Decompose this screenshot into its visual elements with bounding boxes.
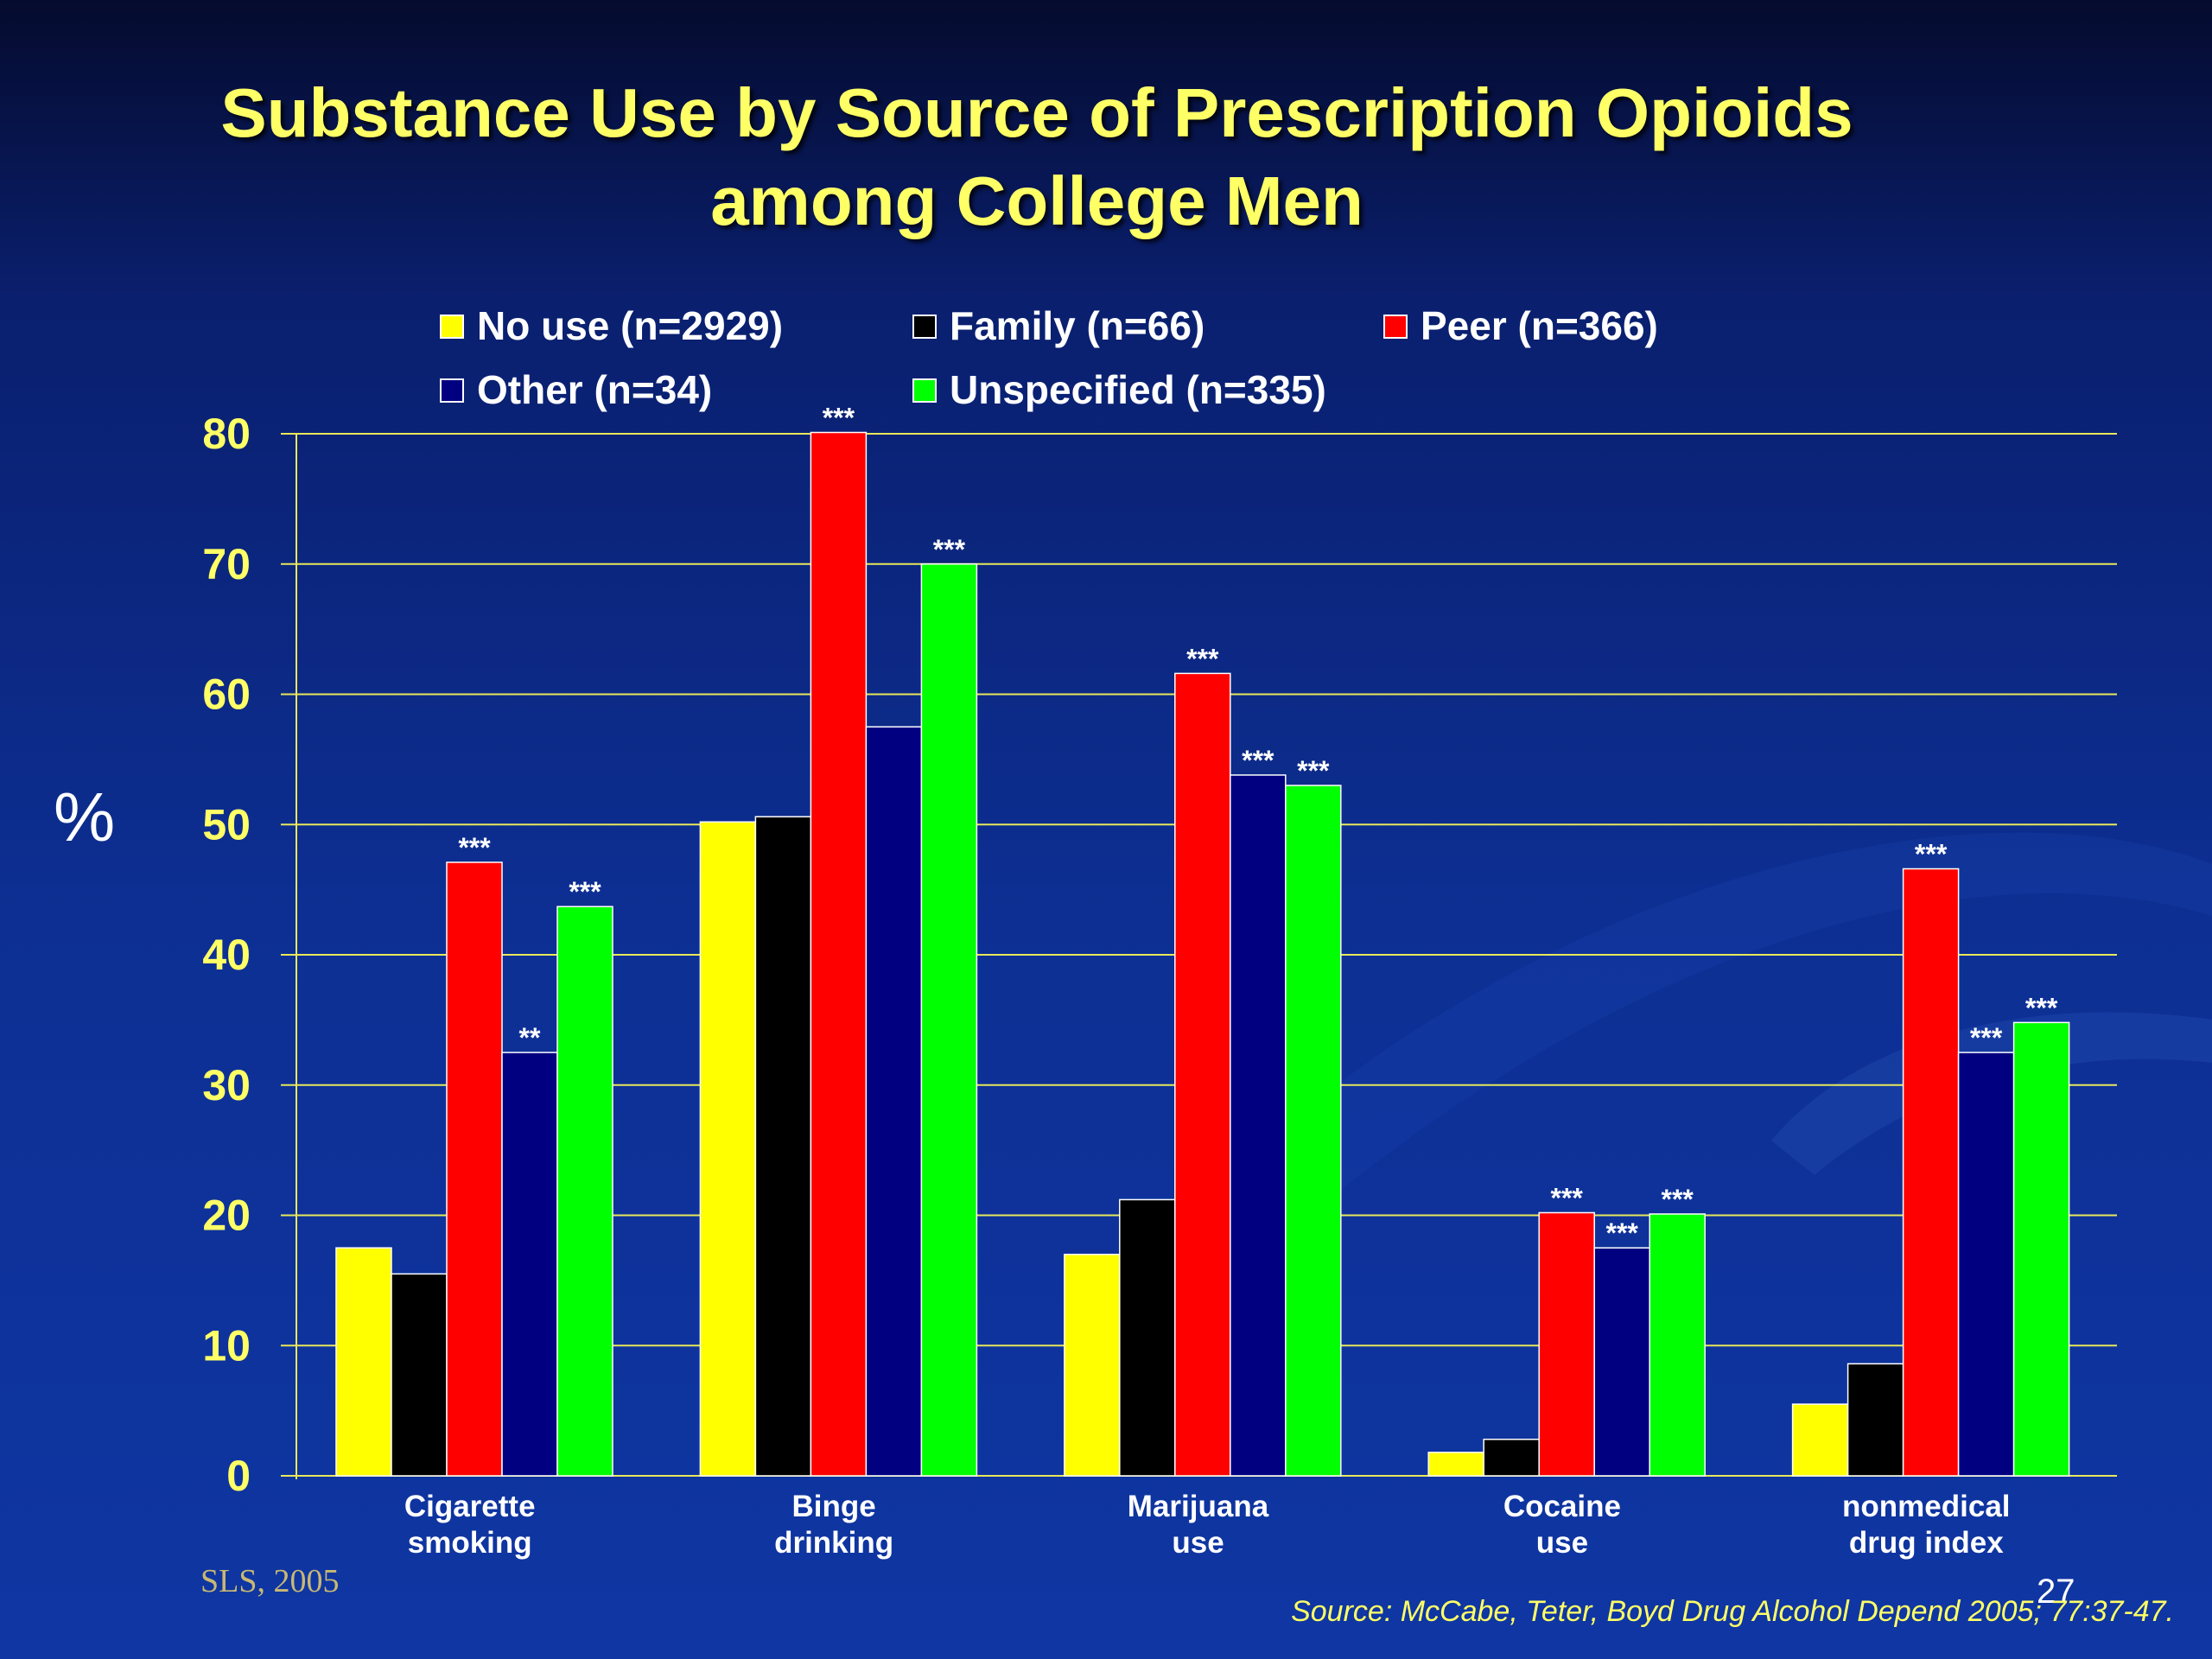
y-tick-labels: 0 10 20 30 40 50 60 70 80: [202, 410, 251, 1500]
legend-swatch: [1383, 315, 1408, 339]
significance-label: ***: [1242, 745, 1274, 776]
significance-label: ***: [1186, 643, 1219, 674]
legend-swatch: [912, 378, 937, 403]
significance-label: ***: [1551, 1182, 1584, 1213]
bar: [920, 563, 978, 1477]
significance-label: ***: [823, 402, 855, 433]
bar: [1483, 1439, 1540, 1477]
legend-swatch: [912, 315, 937, 339]
significance-label: ***: [1915, 839, 1948, 870]
bar: [699, 821, 757, 1477]
category-label: nonmedical: [1842, 1490, 2010, 1523]
footer-left-label: SLS, 2005: [200, 1563, 340, 1599]
source-citation: Source: McCabe, Teter, Boyd Drug Alcohol…: [1291, 1595, 2174, 1628]
category-label: use: [1172, 1526, 1224, 1560]
category-label: drug index: [1849, 1526, 2004, 1560]
bar: [1538, 1211, 1595, 1477]
significance-labels: ******************** ********************…: [458, 402, 2058, 1249]
bar: [391, 1273, 448, 1477]
y-tick-label: 0: [226, 1452, 251, 1500]
legend-label: No use (n=2929): [477, 303, 783, 348]
significance-label: ***: [933, 534, 966, 565]
category-label: Cocaine: [1503, 1490, 1621, 1523]
significance-label: ***: [458, 832, 491, 863]
significance-label: ***: [2025, 992, 2058, 1023]
bar: [1119, 1198, 1176, 1477]
bar: [501, 1052, 558, 1477]
bar: [1957, 1052, 2015, 1477]
bar: [335, 1247, 392, 1477]
bars: [335, 431, 2070, 1477]
y-tick-label: 20: [202, 1192, 251, 1240]
y-tick-label: 50: [202, 800, 251, 849]
legend-swatch: [440, 378, 464, 403]
bar: [1649, 1213, 1706, 1477]
bar: [1902, 868, 1960, 1477]
x-category-labels: CigarettesmokingBingedrinkingMarijuanaus…: [404, 1490, 2011, 1560]
category-label: Binge: [791, 1490, 875, 1523]
bar: [1285, 785, 1342, 1477]
significance-label: ***: [1970, 1022, 2003, 1053]
y-tick-label: 70: [202, 540, 251, 588]
legend-label: Other (n=34): [477, 367, 712, 412]
category-label: smoking: [408, 1526, 532, 1560]
bar: [1064, 1253, 1121, 1477]
legend-label: Peer (n=366): [1421, 303, 1658, 348]
bar: [1230, 774, 1287, 1477]
bar: [1174, 672, 1231, 1477]
bar: [446, 861, 503, 1477]
significance-label: ***: [1297, 755, 1330, 786]
bar: [1593, 1247, 1650, 1477]
category-label: Cigarette: [404, 1490, 536, 1523]
y-tick-label: 80: [202, 410, 251, 458]
bar: [1791, 1403, 1849, 1477]
bar: [2012, 1021, 2070, 1477]
significance-label: **: [519, 1022, 541, 1053]
title-line-1: Substance Use by Source of Prescription …: [220, 74, 1853, 151]
y-tick-label: 40: [202, 931, 251, 979]
bar: [1427, 1452, 1484, 1477]
y-axis-label: %: [54, 779, 116, 855]
y-tick-label: 60: [202, 671, 251, 719]
category-label: use: [1536, 1526, 1588, 1560]
significance-label: ***: [569, 876, 601, 907]
legend-swatch: [440, 315, 464, 339]
bar: [865, 726, 923, 1477]
significance-label: ***: [1606, 1217, 1639, 1249]
legend-label: Unspecified (n=335): [950, 367, 1326, 412]
legend: No use (n=2929) Family (n=66) Peer (n=366)…: [440, 303, 1658, 412]
page-number: 27: [2037, 1573, 2075, 1611]
bar: [754, 816, 812, 1477]
y-tick-label: 30: [202, 1061, 251, 1109]
y-tick-label: 10: [202, 1321, 251, 1370]
title-line-2: among College Men: [710, 162, 1363, 239]
bar: [1847, 1363, 1904, 1477]
legend-label: Family (n=66): [950, 303, 1205, 348]
bar: [556, 906, 613, 1477]
bar: [810, 431, 868, 1477]
category-label: drinking: [774, 1526, 893, 1560]
slide-title: Substance Use by Source of Prescription …: [0, 69, 2074, 245]
significance-label: ***: [1662, 1184, 1694, 1215]
category-label: Marijuana: [1128, 1490, 1269, 1523]
